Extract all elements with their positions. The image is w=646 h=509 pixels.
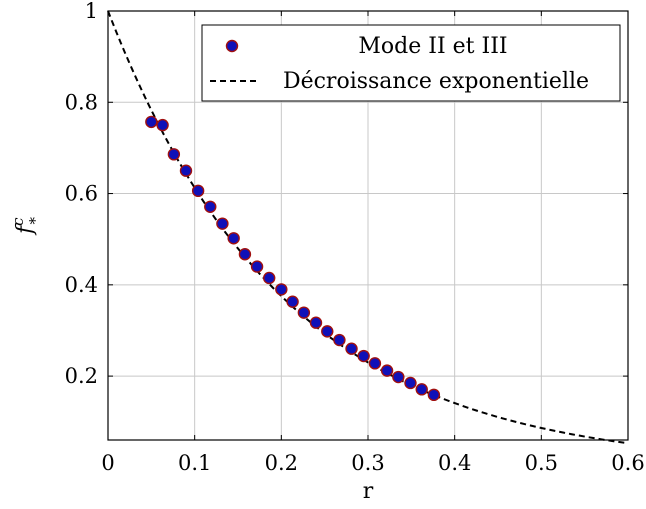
data-point xyxy=(297,306,311,319)
y-tick-label: 1 xyxy=(85,0,98,23)
x-axis-label: r xyxy=(363,479,374,504)
x-tick-label: 0.2 xyxy=(265,451,298,475)
data-point xyxy=(250,260,264,273)
data-point xyxy=(167,148,181,161)
data-point xyxy=(204,200,217,213)
data-point xyxy=(216,217,229,230)
x-tick-label: 0.4 xyxy=(438,451,471,475)
data-point xyxy=(179,164,193,177)
data-point xyxy=(238,248,252,261)
legend-label-mode: Mode II et III xyxy=(358,34,507,59)
data-point xyxy=(309,316,323,329)
data-point xyxy=(263,271,276,285)
x-tick-label: 0 xyxy=(101,451,114,475)
legend-marker-mode xyxy=(225,39,239,53)
data-point xyxy=(275,283,288,296)
data-point xyxy=(392,370,405,384)
series-line-exponential xyxy=(107,10,629,445)
y-axis-label: fc* xyxy=(9,216,44,236)
legend-label-exponential: Décroissance exponentielle xyxy=(283,69,589,94)
data-point xyxy=(368,357,382,370)
legend-box xyxy=(201,24,621,102)
tick-layer: 0 0.1 0.2 0.3 0.4 0.5 0.6 0.2 0.4 0.6 0.8 1 xyxy=(65,0,645,475)
data-point xyxy=(415,383,428,396)
data-point xyxy=(227,232,240,245)
x-tick-label: 0.5 xyxy=(525,451,558,475)
curve-layer xyxy=(107,10,629,445)
y-tick-label: 0.6 xyxy=(65,182,98,206)
y-tick-label: 0.2 xyxy=(65,364,98,388)
x-tick-label: 0.1 xyxy=(178,451,211,475)
data-point xyxy=(333,333,346,347)
data-point xyxy=(345,342,358,355)
data-point xyxy=(145,115,158,129)
y-tick-label: 0.8 xyxy=(65,90,98,114)
data-point xyxy=(156,118,169,132)
x-tick-label: 0.3 xyxy=(351,451,384,475)
points-layer xyxy=(145,115,441,402)
data-point xyxy=(357,349,370,363)
x-tick-label: 0.6 xyxy=(611,451,644,475)
data-point xyxy=(191,184,205,198)
data-point xyxy=(404,376,417,390)
data-point xyxy=(286,295,299,308)
data-point xyxy=(380,364,394,377)
y-tick-label: 0.4 xyxy=(65,273,98,297)
data-point xyxy=(321,325,334,338)
data-point xyxy=(427,388,441,402)
legend: Mode II et III Décroissance exponentiell… xyxy=(201,24,621,102)
